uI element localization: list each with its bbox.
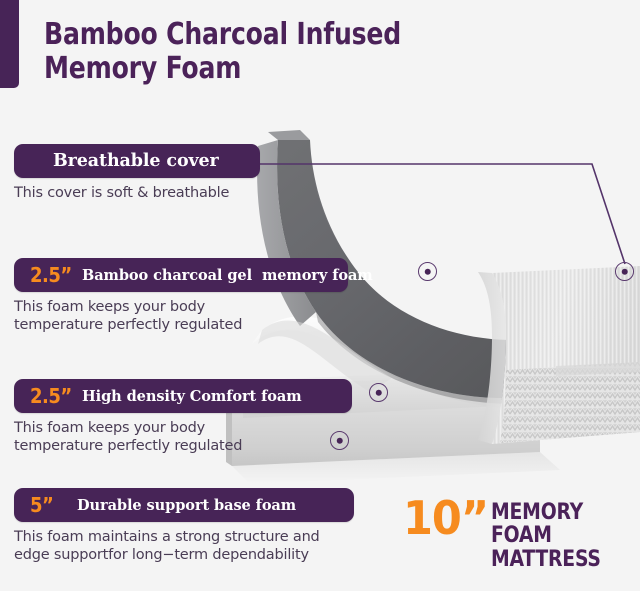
callout-pill-base-foam[interactable]: 5” Durable support base foam [14,488,354,522]
product-spec-height: 10” [403,491,489,545]
callout-dot-base-foam [330,431,349,450]
callout-base-foam[interactable]: 5” Durable support base foam This foam m… [14,488,354,564]
product-spec: 10” MEMORY FOAM MATTRESS [403,491,640,571]
callout-cover[interactable]: Breathable cover This cover is soft & br… [14,144,260,203]
callout-label-cover: Breathable cover [52,150,219,171]
callout-dot-cover [615,262,634,281]
callout-pill-comfort-foam[interactable]: 2.5” High density Comfort foam [14,379,352,413]
callout-thickness-gel-foam: 2.5” [30,263,72,287]
callout-description-gel-foam: This foam keeps your body temperature pe… [14,299,243,333]
callout-dot-gel-foam [418,262,437,281]
callout-label-gel-foam: Bamboo charcoal gel memory foam [81,265,373,284]
product-spec-line-2: MATTRESS [490,546,601,572]
callout-comfort-foam[interactable]: 2.5” High density Comfort foam This foam… [14,379,352,455]
product-spec-line-1: MEMORY FOAM [490,500,583,549]
callout-pill-cover[interactable]: Breathable cover [14,144,260,178]
callout-dot-comfort-foam [369,383,388,402]
callout-thickness-base-foam: 5” [30,493,54,517]
callout-description-comfort-foam: This foam keeps your body temperature pe… [14,420,243,454]
product-spec-words: MEMORY FOAM MATTRESS [491,498,633,571]
page-title-line-1: Bamboo Charcoal Infused [44,17,402,52]
callout-pill-gel-foam[interactable]: 2.5” Bamboo charcoal gel memory foam [14,258,372,292]
callout-description-base-foam: This foam maintains a strong structure a… [14,529,320,563]
callout-gel-foam[interactable]: 2.5” Bamboo charcoal gel memory foam Thi… [14,258,372,334]
callout-thickness-comfort-foam: 2.5” [30,384,72,408]
callout-label-base-foam: Durable support base foam [77,495,297,514]
page-title-line-2: Memory Foam [44,51,242,87]
callout-description-cover: This cover is soft & breathable [14,185,230,201]
callout-label-comfort-foam: High density Comfort foam [81,386,302,405]
header-accent-bar [0,0,19,88]
page-title: Bamboo Charcoal Infused Memory Foam [44,17,528,87]
